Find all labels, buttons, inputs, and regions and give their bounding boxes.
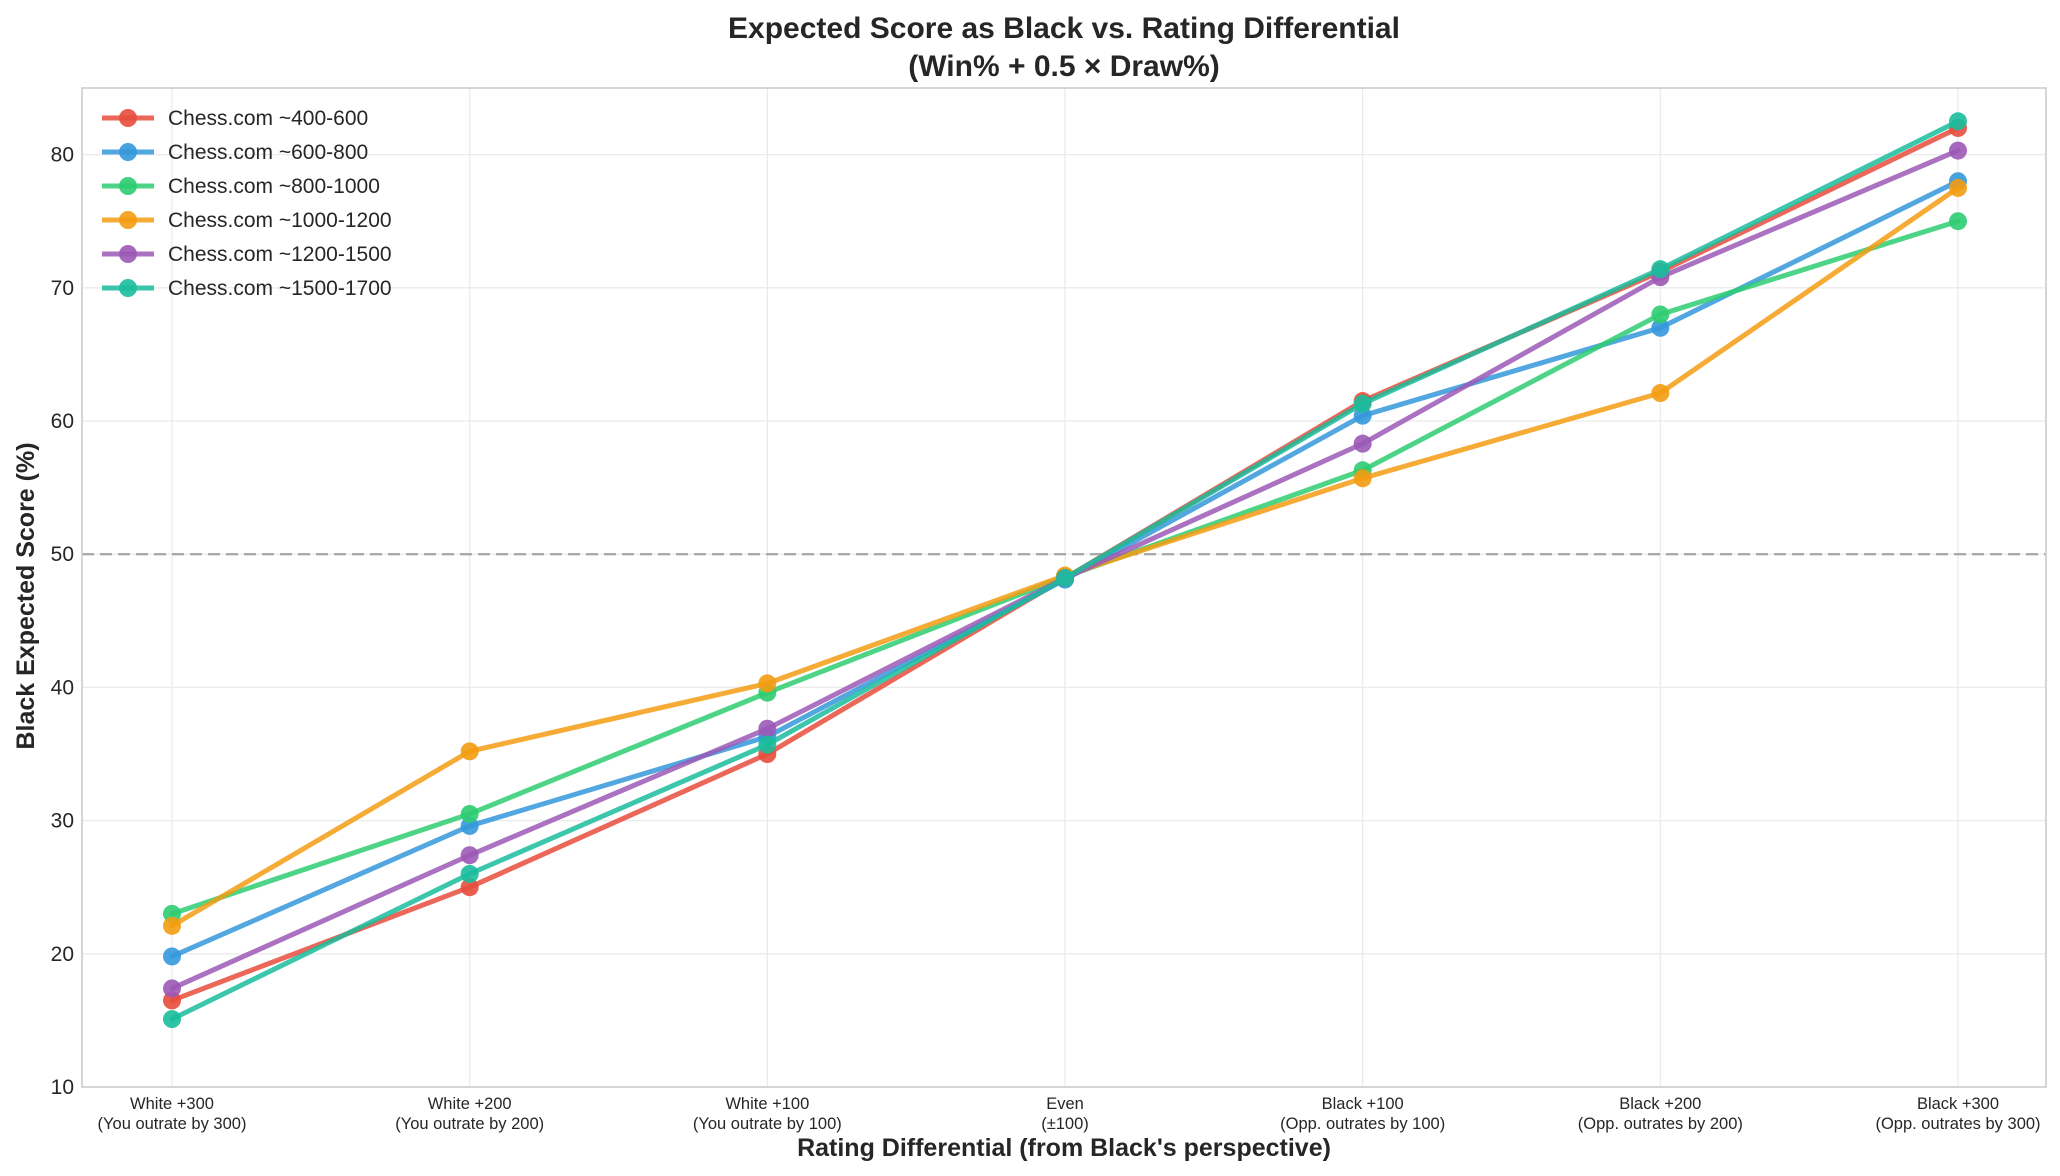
x-tick-sublabel: (You outrate by 200)	[395, 1115, 544, 1133]
y-tick-label: 30	[51, 810, 74, 833]
y-tick-label: 20	[51, 943, 74, 966]
legend-label: Chess.com ~1500-1700	[168, 277, 392, 300]
y-tick-label: 40	[51, 676, 74, 699]
legend-label: Chess.com ~1000-1200	[168, 209, 392, 232]
data-point	[1949, 212, 1967, 231]
y-axis-ticks: 10 20 30 40 50 60 70 80	[51, 144, 74, 1099]
x-tick-sublabel: (You outrate by 100)	[693, 1115, 842, 1133]
y-tick-label: 10	[51, 1076, 74, 1099]
data-point	[1651, 260, 1670, 279]
legend-label: Chess.com ~600-800	[168, 141, 368, 164]
legend-marker	[119, 109, 137, 127]
y-tick-label: 70	[51, 277, 74, 300]
data-point	[1353, 394, 1372, 413]
x-tick-sublabel: (±100)	[1041, 1115, 1089, 1133]
data-point	[460, 878, 479, 897]
data-point	[460, 864, 479, 883]
x-axis-label: Rating Differential (from Black's perspe…	[797, 1134, 1331, 1162]
data-point	[758, 674, 777, 693]
x-tick-label: White +200	[428, 1095, 512, 1113]
plot-frame	[81, 87, 2047, 1088]
chart-title: Expected Score as Black vs. Rating Diffe…	[728, 12, 1400, 45]
y-tick-label: 60	[51, 410, 74, 433]
data-point	[163, 916, 181, 935]
x-tick-sublabel: (Opp. outrates by 200)	[1578, 1115, 1743, 1133]
data-point	[460, 742, 479, 761]
x-tick-label: Black +100	[1322, 1095, 1404, 1113]
legend-marker	[119, 279, 137, 297]
legend-marker	[119, 177, 137, 195]
y-tick-label: 50	[51, 543, 74, 566]
x-tick-label: White +300	[130, 1095, 214, 1113]
legend-item: Chess.com ~1500-1700	[102, 277, 392, 300]
data-point	[1651, 305, 1670, 324]
y-axis-label: Black Expected Score (%)	[12, 442, 40, 749]
x-axis-ticks: White +300 (You outrate by 300) White +200…	[98, 1095, 2041, 1133]
x-tick-sublabel: (Opp. outrates by 300)	[1875, 1115, 2040, 1133]
data-point	[1353, 469, 1372, 488]
legend-label: Chess.com ~1200-1500	[168, 243, 392, 266]
x-tick-label: Even	[1046, 1095, 1084, 1113]
data-point	[460, 804, 479, 823]
legend-marker	[119, 245, 137, 263]
legend-item: Chess.com ~1000-1200	[102, 209, 392, 232]
chart-subtitle: (Win% + 0.5 × Draw%)	[908, 50, 1219, 83]
legend-marker	[119, 211, 137, 229]
data-point	[1056, 569, 1074, 588]
data-point	[758, 735, 777, 754]
x-tick-sublabel: (You outrate by 300)	[98, 1115, 247, 1133]
data-point	[163, 947, 181, 966]
x-tick-label: White +100	[725, 1095, 809, 1113]
data-point	[460, 846, 479, 865]
legend-label: Chess.com ~400-600	[168, 107, 368, 130]
legend-item: Chess.com ~400-600	[102, 107, 368, 130]
x-tick-label: Black +200	[1619, 1095, 1701, 1113]
x-tick-label: Black +300	[1917, 1095, 1999, 1113]
legend: Chess.com ~400-600 Chess.com ~600-800 Ches…	[102, 107, 392, 300]
data-point	[1949, 178, 1967, 197]
legend-marker	[119, 143, 137, 161]
data-point	[1949, 141, 1967, 160]
legend-item: Chess.com ~1200-1500	[102, 243, 392, 266]
data-point	[758, 719, 777, 738]
series-6	[163, 112, 1967, 1029]
legend-item: Chess.com ~600-800	[102, 141, 368, 164]
legend-label: Chess.com ~800-1000	[168, 175, 380, 198]
data-point	[1949, 112, 1967, 131]
x-tick-sublabel: (Opp. outrates by 100)	[1280, 1115, 1445, 1133]
data-point	[163, 1010, 181, 1029]
y-tick-label: 80	[51, 144, 74, 167]
data-point	[1353, 434, 1372, 453]
legend-item: Chess.com ~800-1000	[102, 175, 380, 198]
series-lines	[163, 112, 1967, 1029]
data-point	[163, 979, 181, 998]
data-point	[1651, 318, 1670, 337]
data-point	[1651, 384, 1670, 403]
